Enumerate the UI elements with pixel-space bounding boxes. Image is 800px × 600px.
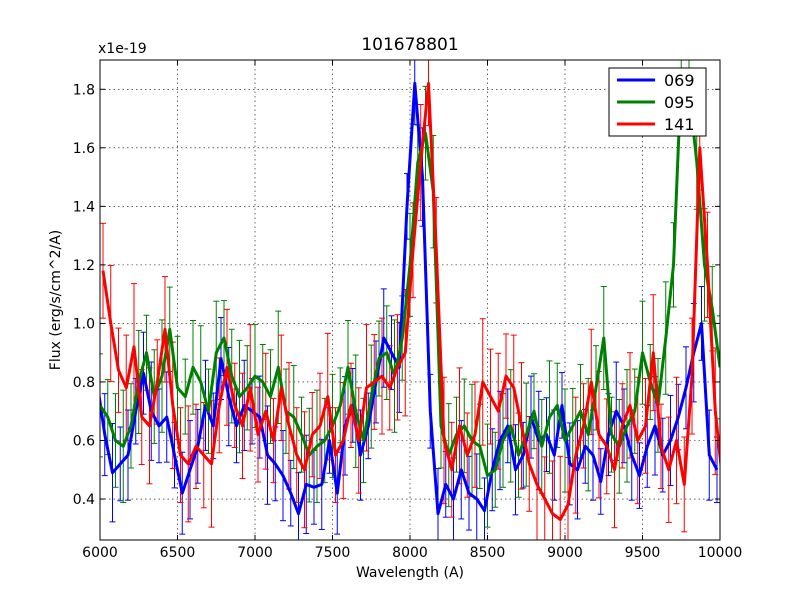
y-multiplier-label: x1e-19 <box>98 41 147 57</box>
x-tick-label: 8500 <box>470 545 506 561</box>
x-tick-label: 8000 <box>392 545 428 561</box>
x-tick-label: 9000 <box>547 545 583 561</box>
x-tick-label: 10000 <box>698 545 743 561</box>
axis-ticks: 6000 6500 7000 7500 8000 8500 9000 9500 10000 0.4… <box>73 60 743 561</box>
x-axis-label: Wavelength (A) <box>356 565 464 581</box>
x-tick-label: 6500 <box>160 545 196 561</box>
legend-label-095: 095 <box>664 93 695 112</box>
y-tick-label: 1.4 <box>73 199 95 215</box>
series-line-095 <box>100 73 720 478</box>
y-tick-label: 1.2 <box>73 258 95 274</box>
y-tick-label: 1.8 <box>73 82 95 98</box>
legend: 069 095 141 <box>608 67 707 137</box>
x-tick-label: 9500 <box>625 545 661 561</box>
y-tick-label: 0.6 <box>73 433 95 449</box>
legend-label-141: 141 <box>664 115 695 134</box>
series-lines <box>100 73 720 521</box>
series-line-141 <box>101 81 720 521</box>
legend-label-069: 069 <box>664 71 695 90</box>
y-tick-label: 1.6 <box>73 141 95 157</box>
series-line-069 <box>100 81 719 516</box>
x-tick-label: 7000 <box>237 545 273 561</box>
x-tick-label: 7500 <box>315 545 351 561</box>
y-tick-label: 0.8 <box>73 375 95 391</box>
y-axis-label: Flux (erg/s/cm^2/A) <box>48 230 64 370</box>
y-tick-label: 1.0 <box>73 316 95 332</box>
y-tick-label: 0.4 <box>73 492 95 508</box>
chart-title: 101678801 <box>361 35 458 55</box>
x-tick-label: 6000 <box>82 545 118 561</box>
